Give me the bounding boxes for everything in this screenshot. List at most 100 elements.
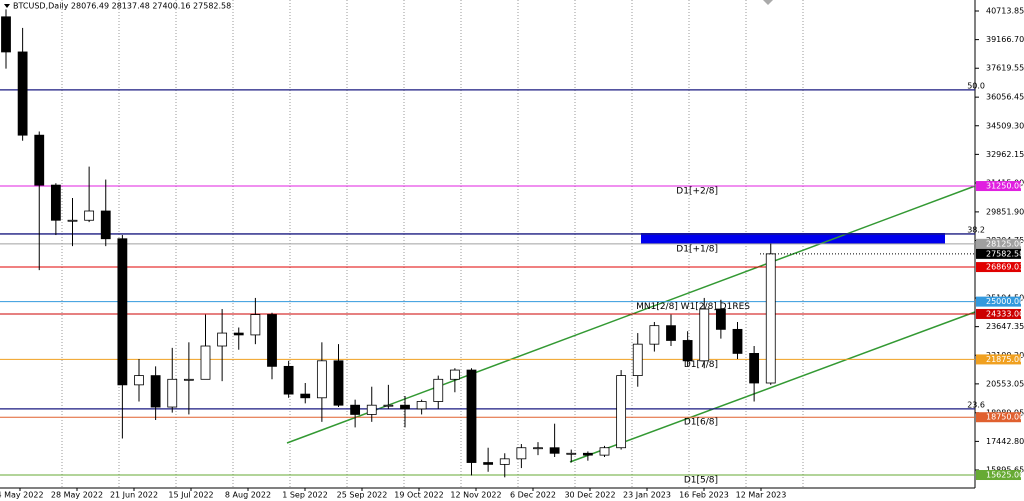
y-tick-label: 39166.70	[986, 35, 1024, 44]
x-tick-label: 4 May 2022	[0, 491, 44, 500]
candle-body	[283, 365, 294, 395]
fib-label: 50.0	[967, 81, 985, 90]
last-price: 27582.58	[986, 249, 1024, 258]
candle-body	[50, 184, 61, 221]
candle-body	[449, 369, 460, 380]
candle-body	[466, 369, 477, 463]
level-name: D1[+2/8]	[676, 187, 718, 197]
x-tick-label: 28 May 2022	[51, 491, 103, 500]
price-tag: 28125.00	[986, 239, 1024, 248]
candle-body	[183, 378, 194, 381]
candle-body	[366, 404, 377, 415]
price-tag: 31250.00	[986, 182, 1024, 191]
fib-label: 38.2	[967, 225, 985, 234]
candle-body	[267, 314, 277, 367]
candle-body	[582, 452, 593, 456]
candle-body	[17, 51, 28, 136]
price-tag: 24333.00	[986, 309, 1024, 318]
candle-body	[200, 345, 211, 380]
candle-body	[483, 462, 494, 465]
candle-body	[765, 253, 776, 384]
candle-body	[682, 340, 693, 362]
y-tick-label: 36056.45	[986, 93, 1024, 102]
x-tick-label: 23 Jan 2023	[623, 491, 671, 500]
candle-body	[117, 238, 128, 386]
candle-body	[134, 375, 144, 386]
candle-body	[649, 325, 660, 345]
y-tick-label: 29851.90	[986, 207, 1024, 216]
candle-body	[400, 404, 410, 410]
y-tick-label: 40713.85	[986, 7, 1024, 16]
chart-header: BTCUSD,Daily 28076.49 28137.48 27400.16 …	[13, 2, 231, 11]
y-tick-label: 20553.05	[986, 379, 1024, 388]
y-tick-label: 37619.55	[986, 64, 1024, 73]
y-tick-label: 15895.65	[986, 466, 1024, 475]
x-tick-label: 25 Sep 2022	[337, 491, 388, 500]
price-tag-bg	[976, 354, 1021, 365]
candle-body	[749, 353, 760, 384]
candle-body	[167, 378, 178, 408]
last-price-bg	[976, 248, 1021, 259]
x-tick-label: 12 Mar 2023	[736, 491, 787, 500]
candle-body	[516, 447, 527, 460]
level-name: D1[7/8]	[684, 360, 718, 370]
candle-body	[383, 404, 394, 407]
candle-body	[599, 447, 610, 456]
symbol-menu-icon[interactable]	[4, 4, 10, 8]
candle-body	[350, 404, 361, 415]
price-tag-bg	[976, 412, 1021, 423]
candle-body	[34, 134, 45, 186]
price-tag: 21875.00	[986, 355, 1024, 364]
candle-body	[533, 447, 543, 450]
candle-body	[150, 375, 161, 408]
price-tag: 25000.00	[986, 297, 1024, 306]
channel-upper	[286, 185, 976, 444]
candle-body	[666, 325, 676, 341]
candle-body	[699, 308, 710, 362]
y-tick-label: 34509.30	[986, 121, 1024, 130]
shift-marker	[763, 0, 773, 5]
supply-zone	[641, 233, 945, 244]
vertical-grid	[61, 0, 804, 488]
price-tag: 15625.00	[986, 471, 1024, 480]
y-tick-label: 17442.80	[986, 437, 1024, 446]
candle-body	[616, 375, 627, 449]
level-name: MN1[2/8] W1[2/8] D1RES	[636, 302, 750, 312]
candle-body	[566, 452, 577, 455]
candle-body	[333, 360, 344, 406]
level-name: D1[6/8]	[684, 418, 718, 428]
x-tick-label: 21 Jun 2022	[110, 491, 158, 500]
x-tick-label: 8 Aug 2022	[225, 491, 271, 500]
price-tag-bg	[976, 296, 1021, 307]
price-tag: 18750.00	[986, 413, 1024, 422]
candle-body	[499, 458, 510, 465]
candle-body	[1, 16, 11, 53]
candle-body	[84, 210, 95, 221]
x-tick-label: 1 Sep 2022	[282, 491, 328, 500]
candle-body	[233, 332, 244, 336]
candle-body	[300, 393, 311, 399]
candle-body	[67, 219, 78, 222]
x-tick-label: 30 Dec 2022	[564, 491, 615, 500]
x-tick-label: 19 Oct 2022	[394, 491, 443, 500]
candle-body	[416, 401, 427, 410]
y-tick-label: 32962.15	[986, 150, 1024, 159]
candle-body	[100, 210, 111, 240]
x-tick-label: 6 Dec 2022	[510, 491, 556, 500]
candle-body	[250, 314, 261, 336]
price-tag: 26869.03	[986, 263, 1024, 272]
price-tag-bg	[976, 470, 1021, 481]
channel-lower	[569, 311, 976, 463]
fib-label: 23.6	[967, 400, 985, 409]
candle-body	[217, 332, 228, 347]
price-tag-bg	[976, 181, 1021, 192]
candle-body	[632, 343, 643, 377]
x-tick-label: 15 Jul 2022	[168, 491, 213, 500]
y-tick-label: 23647.35	[986, 322, 1024, 331]
price-tag-bg	[976, 308, 1021, 319]
candle-body	[316, 360, 327, 399]
candle-body	[433, 378, 444, 402]
level-name: D1[+1/8]	[676, 244, 718, 254]
